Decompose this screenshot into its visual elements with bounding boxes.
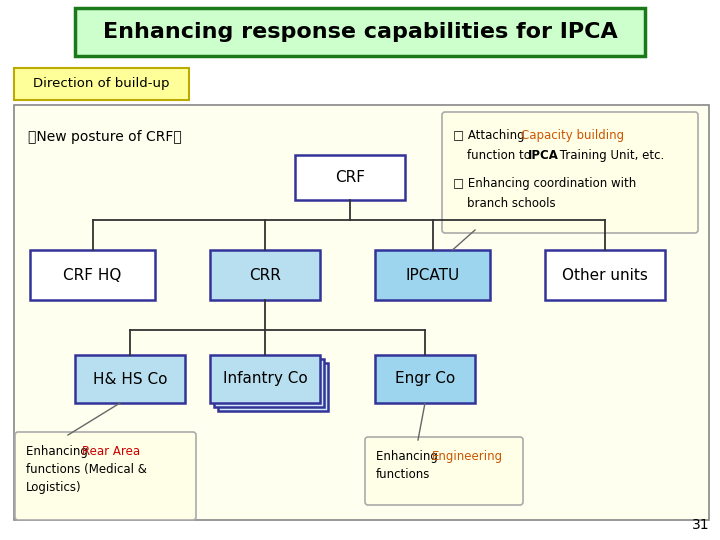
Text: functions: functions	[376, 468, 431, 481]
Bar	[14, 68, 189, 100]
Text: Logistics): Logistics)	[26, 481, 81, 494]
Text: CRF: CRF	[335, 170, 365, 185]
Text: Other units: Other units	[562, 267, 648, 282]
Text: functions (Medical &: functions (Medical &	[26, 463, 147, 476]
Bar	[30, 250, 155, 300]
Text: H& HS Co: H& HS Co	[93, 372, 167, 387]
Text: Engr Co: Engr Co	[395, 372, 455, 387]
Text: CRR: CRR	[249, 267, 281, 282]
Bar	[295, 155, 405, 200]
Text: □ Enhancing coordination with: □ Enhancing coordination with	[453, 177, 636, 190]
Text: 【New posture of CRF】: 【New posture of CRF】	[28, 130, 181, 144]
Bar	[375, 355, 475, 403]
FancyBboxPatch shape	[442, 112, 698, 233]
Text: Rear Area: Rear Area	[82, 445, 140, 458]
Bar	[75, 8, 645, 56]
Text: 31: 31	[693, 518, 710, 532]
Text: function to: function to	[467, 149, 535, 162]
Text: Enhancing: Enhancing	[26, 445, 91, 458]
Bar	[210, 250, 320, 300]
Text: Engineering: Engineering	[432, 450, 503, 463]
Text: Enhancing: Enhancing	[376, 450, 441, 463]
FancyBboxPatch shape	[445, 115, 695, 230]
Bar	[75, 355, 185, 403]
Text: □ Attaching: □ Attaching	[453, 129, 528, 142]
Text: Capacity building: Capacity building	[521, 129, 624, 142]
Bar	[375, 250, 490, 300]
Bar	[545, 250, 665, 300]
Bar	[210, 355, 320, 403]
Text: IPCA: IPCA	[528, 149, 559, 162]
Text: Enhancing response capabilities for IPCA: Enhancing response capabilities for IPCA	[103, 22, 617, 42]
Text: Direction of build-up: Direction of build-up	[33, 78, 170, 91]
Text: Training Unit, etc.: Training Unit, etc.	[556, 149, 665, 162]
Bar	[214, 359, 324, 407]
Bar	[218, 363, 328, 411]
Text: CRF HQ: CRF HQ	[63, 267, 122, 282]
Text: Infantry Co: Infantry Co	[222, 372, 307, 387]
FancyBboxPatch shape	[15, 432, 196, 520]
FancyBboxPatch shape	[365, 437, 523, 505]
Bar	[14, 105, 709, 520]
Text: branch schools: branch schools	[467, 197, 556, 210]
Text: IPCATU: IPCATU	[405, 267, 459, 282]
